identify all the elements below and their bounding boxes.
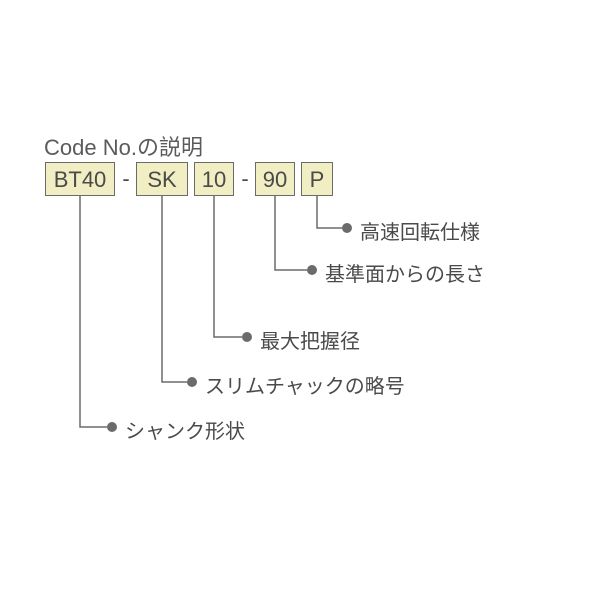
seg-10: 10 (194, 162, 234, 196)
c-p-label: 高速回転仕様 (360, 216, 480, 245)
c-bt-label: シャンク形状 (125, 415, 245, 444)
seg-90: 90 (255, 162, 295, 196)
c-10-label: 最大把握径 (260, 325, 360, 354)
c-p-bullet (342, 223, 352, 233)
c-sk-bullet (187, 377, 197, 387)
c-10-bullet (242, 332, 252, 342)
c-bt-bullet (107, 422, 117, 432)
c-90-bullet (307, 265, 317, 275)
seg-p: P (301, 162, 333, 196)
seg-sk: SK (136, 162, 188, 196)
connector-lines (0, 0, 600, 600)
seg-bt40: BT40 (45, 162, 115, 196)
c-90-label: 基準面からの長さ (325, 258, 485, 287)
dash-2: - (235, 162, 255, 196)
dash-1: - (116, 162, 136, 196)
c-sk-label: スリムチャックの略号 (205, 370, 405, 399)
